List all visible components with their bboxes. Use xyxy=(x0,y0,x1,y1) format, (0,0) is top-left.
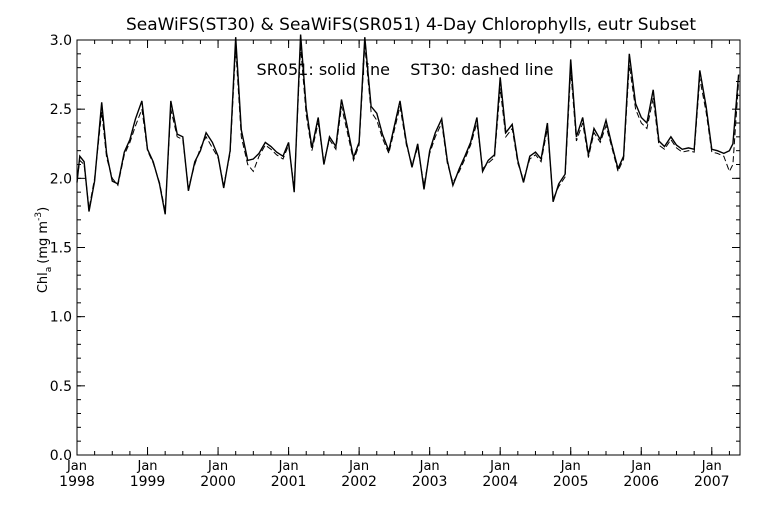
x-tick-year-label: 2001 xyxy=(271,474,307,490)
y-axis-label: Chla (mg m-3) xyxy=(34,207,54,293)
chart-title: SeaWiFS(ST30) & SeaWiFS(SR051) 4-Day Chl… xyxy=(126,15,696,35)
x-tick-month-label: Jan xyxy=(489,459,510,474)
x-tick-year-label: 1998 xyxy=(59,474,95,490)
x-tick-year-label: 2007 xyxy=(694,474,730,490)
y-tick-label: 2.0 xyxy=(50,171,72,187)
y-tick-label: 0.5 xyxy=(50,379,72,395)
y-axis-label-units: (mg m xyxy=(36,221,51,264)
y-tick-label: 1.0 xyxy=(50,310,72,326)
x-tick-month-label: Jan xyxy=(207,459,228,474)
y-axis-label-units-close: ) xyxy=(36,207,51,212)
y-tick-label: 0.0 xyxy=(50,448,72,464)
x-tick-month-label: Jan xyxy=(278,459,299,474)
y-axis-ticks: 0.0 0.5 1.0 1.5 2.0 2.5 3.0 xyxy=(50,33,740,464)
series-legend-annotation: SR051: solid line ST30: dashed line xyxy=(257,60,554,79)
x-tick-year-label: 2004 xyxy=(482,474,518,490)
y-axis-label-subscript: a xyxy=(44,267,54,273)
x-tick-year-label: 2005 xyxy=(553,474,589,490)
x-tick-month-label: Jan xyxy=(419,459,440,474)
x-tick-year-label: 2006 xyxy=(623,474,659,490)
x-tick-year-label: 1999 xyxy=(130,474,166,490)
x-tick-month-label: Jan xyxy=(630,459,651,474)
y-tick-label: 1.5 xyxy=(50,241,72,257)
x-tick-month-label: Jan xyxy=(348,459,369,474)
series-layer xyxy=(76,34,740,215)
plot-frame xyxy=(76,39,741,456)
y-tick-label: 2.5 xyxy=(50,102,72,118)
y-tick-label: 3.0 xyxy=(50,33,72,49)
x-tick-year-label: 2003 xyxy=(412,474,448,490)
y-axis-label-units-sup: -3 xyxy=(34,212,44,221)
plot-border xyxy=(76,39,741,456)
series-st30-dashed-line xyxy=(76,45,740,212)
x-tick-year-label: 2000 xyxy=(200,474,236,490)
x-tick-month-label: Jan xyxy=(66,459,87,474)
x-tick-month-label: Jan xyxy=(560,459,581,474)
x-tick-month-label: Jan xyxy=(137,459,158,474)
y-axis-label-main: Chl xyxy=(36,272,51,293)
x-tick-month-label: Jan xyxy=(701,459,722,474)
x-axis-ticks: Jan1998Jan1999Jan2000Jan2001Jan2002Jan20… xyxy=(59,40,730,490)
x-tick-year-label: 2002 xyxy=(341,474,377,490)
